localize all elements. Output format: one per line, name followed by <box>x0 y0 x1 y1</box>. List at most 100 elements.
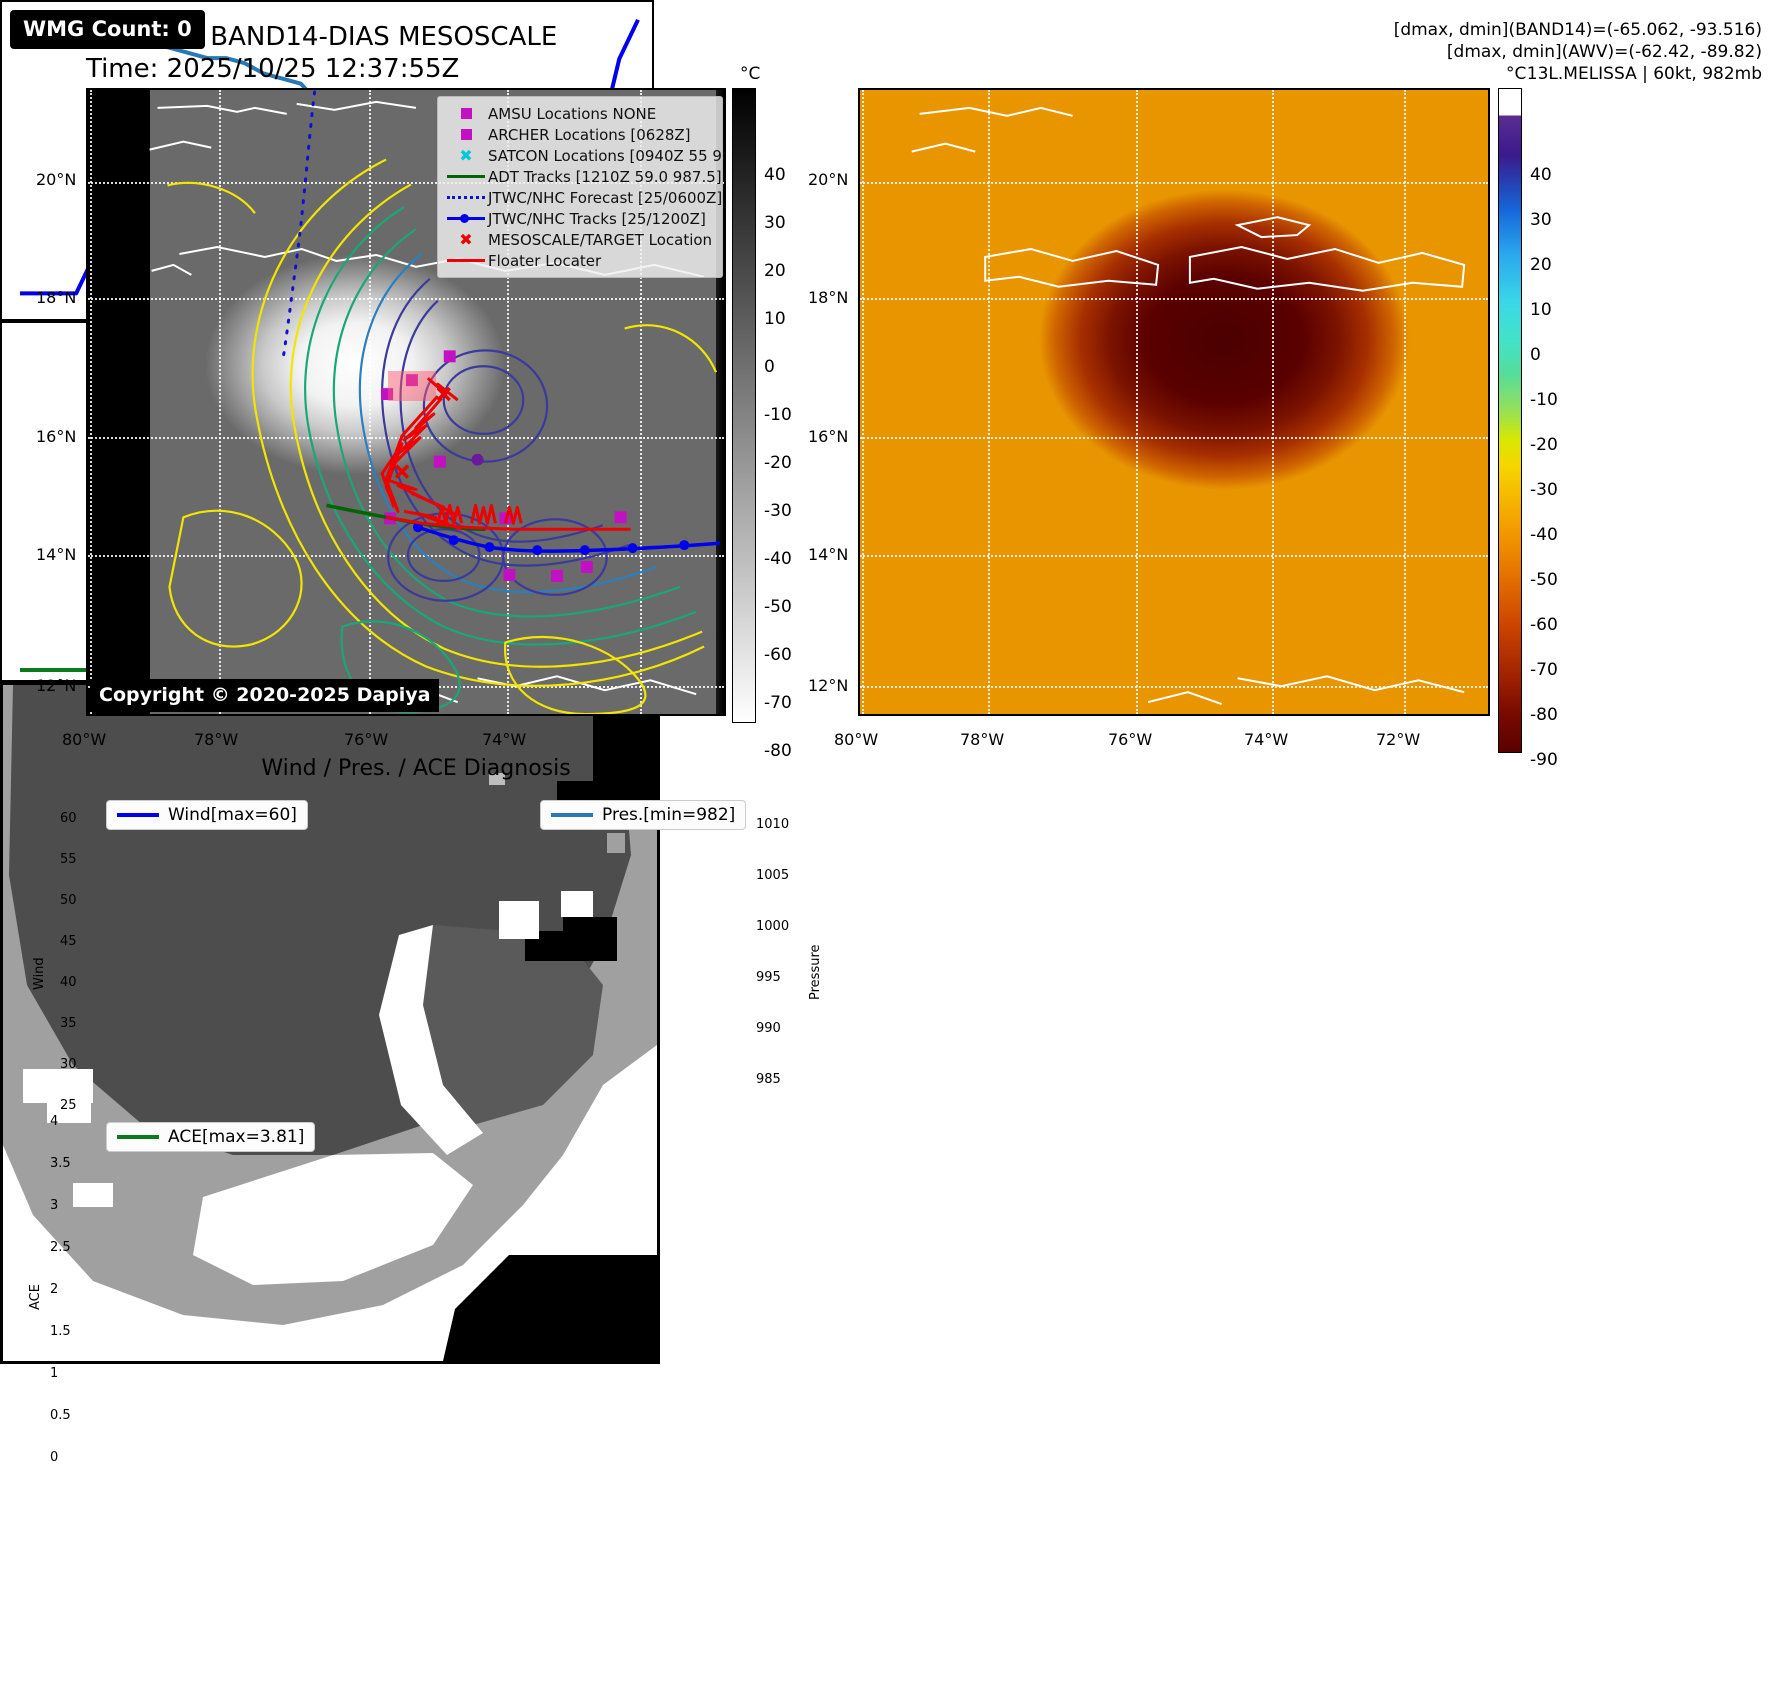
awv-lat-tick-14N: 14°N <box>808 545 849 564</box>
pressure-legend-label: Pres.[min=982] <box>602 805 736 825</box>
awv-enhanced-image-panel[interactable] <box>858 88 1490 716</box>
pres-ytick-990: 990 <box>756 1021 781 1036</box>
storm-id-intensity: 13L.MELISSA | 60kt, 982mb <box>1526 64 1762 84</box>
ir-cb-tick--50: -50 <box>764 597 792 617</box>
blue-line-marker-icon <box>444 214 488 223</box>
legend-label-jtwc-forecast: JTWC/NHC Forecast [25/0600Z] <box>488 188 723 207</box>
graticule-lat-18N <box>88 298 724 300</box>
awv-graticule-lat-18N <box>860 298 1488 300</box>
graticule-lon-80W <box>90 90 92 714</box>
ir-cb-tick--10: -10 <box>764 405 792 425</box>
ace-series-legend[interactable]: ACE[max=3.81] <box>106 1122 316 1152</box>
ir-lat-tick-16N: 16°N <box>36 427 77 446</box>
legend-label-adt: ADT Tracks [1210Z 59.0 987.5] <box>488 167 722 186</box>
ir-cb-tick--20: -20 <box>764 453 792 473</box>
legend-label-archer: ARCHER Locations [0628Z] <box>488 125 691 144</box>
legend-label-satcon: SATCON Locations [0940Z 55 989] <box>488 146 726 165</box>
graticule-lon-78W <box>219 90 221 714</box>
awv-cb-tick--50: -50 <box>1530 570 1558 590</box>
awv-cb-tick--20: -20 <box>1530 435 1558 455</box>
awv-graticule-lon-78W <box>988 90 990 714</box>
wmg-count-badge: WMG Count: 0 <box>10 10 205 49</box>
wind-ytick-25: 25 <box>60 1098 77 1113</box>
ace-axis-label: ACE <box>28 1284 43 1310</box>
ir-cb-tick--70: -70 <box>764 693 792 713</box>
wind-ytick-40: 40 <box>60 975 77 990</box>
awv-cb-tick--80: -80 <box>1530 705 1558 725</box>
pres-ytick-985: 985 <box>756 1072 781 1087</box>
legend-label-amsu: AMSU Locations NONE <box>488 104 657 123</box>
awv-cb-tick--30: -30 <box>1530 480 1558 500</box>
ir-cb-tick-30: 30 <box>764 213 786 233</box>
ace-ytick-4.0: 4 <box>50 1114 59 1129</box>
graticule-lon-76W <box>369 90 371 714</box>
pressure-axis-label: Pressure <box>808 944 823 1000</box>
legend-item-adt: ADT Tracks [1210Z 59.0 987.5] <box>444 166 722 187</box>
ir-cb-tick--60: -60 <box>764 645 792 665</box>
legend-item-satcon: ✖ SATCON Locations [0940Z 55 989] <box>444 145 724 166</box>
wmg-segmentation-map <box>3 685 657 1361</box>
ir-cb-tick-40: 40 <box>764 165 786 185</box>
ir-cb-tick--30: -30 <box>764 501 792 521</box>
ace-ytick-0.0: 0 <box>50 1450 59 1465</box>
awv-cb-tick-20: 20 <box>1530 255 1552 275</box>
legend-item-mesoscale: ✖ MESOSCALE/TARGET Location <box>444 229 714 250</box>
wind-series-legend[interactable]: Wind[max=60] <box>106 800 308 830</box>
awv-cb-tick-30: 30 <box>1530 210 1552 230</box>
ir-map-legend: AMSU Locations NONE ARCHER Locations [06… <box>437 96 724 278</box>
wind-ytick-35: 35 <box>60 1016 77 1031</box>
awv-cb-tick--70: -70 <box>1530 660 1558 680</box>
awv-graticule-lon-72W <box>1404 90 1406 714</box>
awv-lat-tick-20N: 20°N <box>808 170 849 189</box>
ir-lon-tick-80W: 80°W <box>62 730 107 749</box>
awv-graticule-lat-14N <box>860 555 1488 557</box>
awv-graticule-lon-80W <box>862 90 864 714</box>
pressure-series-legend[interactable]: Pres.[min=982] <box>540 800 747 830</box>
dmax-dmin-awv: [dmax, dmin](AWV)=(-62.42, -89.82) <box>1446 42 1762 62</box>
ir-lat-tick-20N: 20°N <box>36 170 77 189</box>
wind-legend-label: Wind[max=60] <box>168 805 297 825</box>
ace-legend-line-icon <box>117 1135 159 1139</box>
ir-cb-tick-20: 20 <box>764 261 786 281</box>
awv-lat-tick-18N: 18°N <box>808 288 849 307</box>
ir-cb-tick-10: 10 <box>764 309 786 329</box>
awv-graticule-lon-76W <box>1136 90 1138 714</box>
awv-cb-tick-40: 40 <box>1530 165 1552 185</box>
awv-lat-tick-16N: 16°N <box>808 427 849 446</box>
ace-ytick-1.0: 1 <box>50 1366 59 1381</box>
wmg-cloud-cluster-panel[interactable]: WMG Count: 0 <box>0 10 660 1364</box>
wind-pres-ace-title: Wind / Pres. / ACE Diagnosis <box>261 756 571 781</box>
awv-graticule-lat-16N <box>860 437 1488 439</box>
awv-colorbar-gradient <box>1498 88 1522 753</box>
wind-ytick-60: 60 <box>60 811 77 826</box>
awv-cb-tick-0: 0 <box>1530 345 1541 365</box>
wind-axis-label: Wind <box>32 957 47 990</box>
ir-nodata-left <box>88 90 150 714</box>
graticule-lat-16N <box>88 437 724 439</box>
ir-cb-tick--40: -40 <box>764 549 792 569</box>
ir-lat-tick-14N: 14°N <box>36 545 77 564</box>
legend-item-amsu: AMSU Locations NONE <box>444 103 714 124</box>
legend-label-mesoscale: MESOSCALE/TARGET Location <box>488 230 713 249</box>
awv-graticule-lat-12N <box>860 686 1488 688</box>
dmax-dmin-band14: [dmax, dmin](BAND14)=(-65.062, -93.516) <box>1393 20 1762 40</box>
magenta-square-icon <box>444 108 488 119</box>
ir-lat-tick-12N: 12°N <box>36 676 77 695</box>
mesoscale-target-box <box>388 371 436 401</box>
ace-ytick-2.0: 2 <box>50 1282 59 1297</box>
ir-satellite-image-panel[interactable]: AMSU Locations NONE ARCHER Locations [06… <box>86 88 726 716</box>
ace-ytick-3.5: 3.5 <box>50 1156 71 1171</box>
awv-lon-tick-74W: 74°W <box>1244 730 1289 749</box>
awv-cb-tick--60: -60 <box>1530 615 1558 635</box>
red-x-icon: ✖ <box>459 229 473 249</box>
legend-label-jtwc-tracks: JTWC/NHC Tracks [25/1200Z] <box>488 209 706 228</box>
green-line-icon <box>444 175 488 178</box>
awv-lon-tick-78W: 78°W <box>960 730 1005 749</box>
legend-label-floater: Floater Locater <box>488 251 602 270</box>
graticule-lat-14N <box>88 555 724 557</box>
awv-lon-tick-80W: 80°W <box>834 730 879 749</box>
blue-dotted-line-icon <box>444 196 488 199</box>
awv-cb-tick--10: -10 <box>1530 390 1558 410</box>
awv-cb-tick-10: 10 <box>1530 300 1552 320</box>
